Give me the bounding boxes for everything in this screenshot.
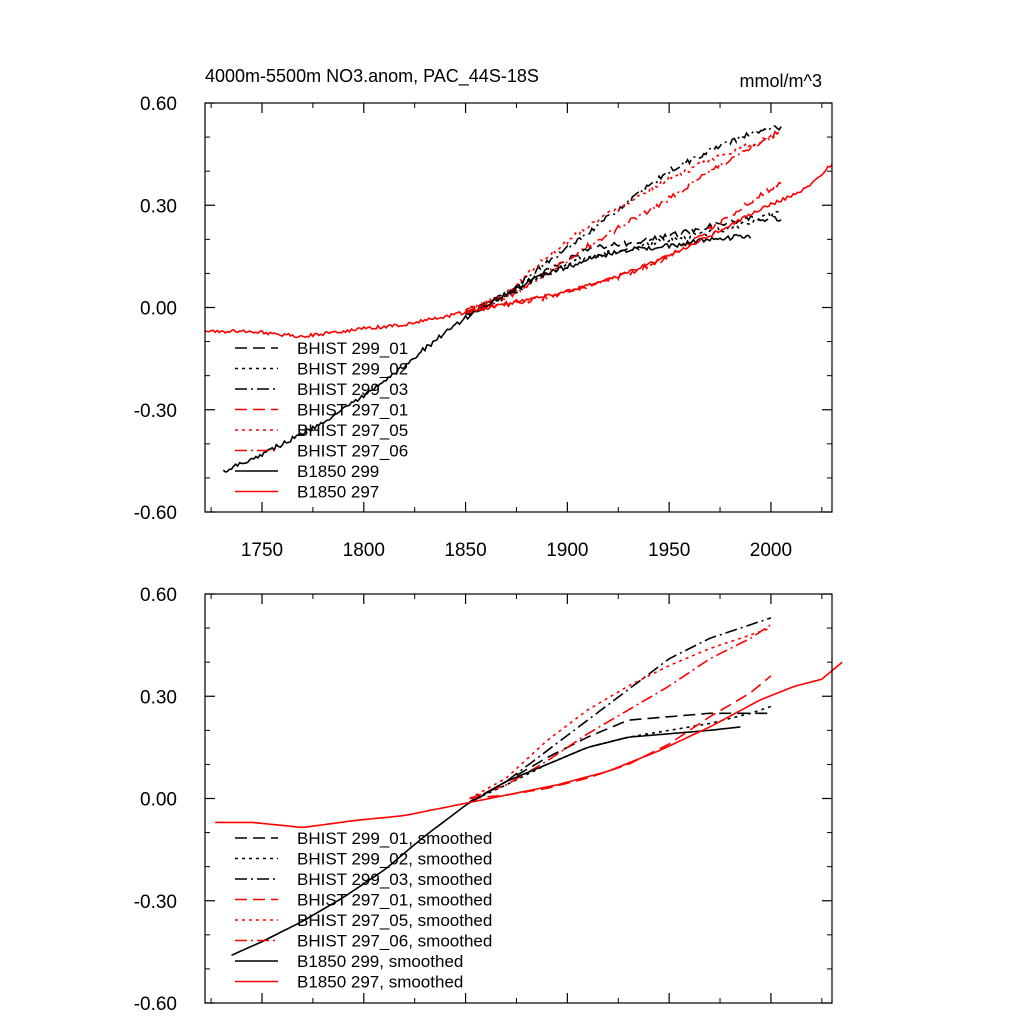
units-label: mmol/m^3: [740, 71, 822, 91]
series-line-b1850-297: [204, 164, 833, 339]
legend-label: BHIST 297_01: [297, 401, 408, 420]
series-line-bhist-299-02-smoothed: [469, 705, 772, 803]
series-line-bhist-299-01: [464, 215, 782, 316]
series-line-b1850-299-smoothed: [231, 726, 741, 957]
x-tick-label: 1900: [546, 540, 588, 561]
series-group: [204, 125, 833, 473]
legend: BHIST 299_01, smoothed BHIST 299_02, smoo…: [235, 829, 492, 992]
series-line-bhist-299-02: [465, 209, 782, 316]
legend-label: BHIST 297_06, smoothed: [297, 932, 492, 951]
legend-label: B1850 297, smoothed: [297, 973, 463, 992]
x-tick-label: 1750: [241, 540, 283, 561]
y-tick-label: 0.60: [140, 585, 177, 606]
series-line-b1850-297-smoothed: [215, 661, 843, 829]
x-tick-label: 2000: [750, 540, 792, 561]
x-tick-label: 1950: [648, 540, 690, 561]
series-line-bhist-299-03: [465, 125, 782, 315]
series-line-bhist-299-01-smoothed: [469, 712, 771, 803]
legend-label: BHIST 297_05, smoothed: [297, 911, 492, 930]
legend-label: B1850 297: [297, 483, 379, 502]
legend-label: B1850 299: [297, 462, 379, 481]
y-tick-label: 0.00: [140, 299, 177, 320]
legend-label: BHIST 299_03, smoothed: [297, 870, 492, 889]
x-tick-label: 1800: [343, 540, 385, 561]
series-line-bhist-299-03-smoothed: [469, 617, 772, 803]
y-tick-label: -0.30: [134, 401, 177, 422]
legend-label: BHIST 299_01: [297, 339, 408, 358]
legend-label: BHIST 299_01, smoothed: [297, 829, 492, 848]
series-line-bhist-297-05: [465, 130, 782, 312]
bottom-panel: -0.60 -0.30 0.00 0.30 0.60 BHIST 299_01, smoo…: [134, 585, 843, 1015]
y-tick-label: 0.60: [140, 94, 177, 115]
chart-title: 4000m-5500m NO3.anom, PAC_44S-18S: [205, 66, 539, 87]
series-line-b1850-299: [222, 233, 752, 473]
legend-label: BHIST 299_03: [297, 380, 408, 399]
legend-label: BHIST 297_05: [297, 421, 408, 440]
y-tick-label: 0.30: [140, 687, 177, 708]
legend-label: BHIST 297_06: [297, 442, 408, 461]
x-tick-label: 1850: [444, 540, 486, 561]
y-tick-label: 0.00: [140, 790, 177, 811]
series-line-bhist-297-06: [465, 130, 782, 311]
legend-label: B1850 299, smoothed: [297, 952, 463, 971]
series-line-bhist-297-05-smoothed: [469, 627, 772, 800]
legend-label: BHIST 297_01, smoothed: [297, 891, 492, 910]
series-group: [215, 617, 843, 957]
y-tick-label: 0.30: [140, 196, 177, 217]
y-tick-label: -0.30: [134, 892, 177, 913]
top-panel: -0.60 -0.30 0.00 0.30 0.60 1750 1800 1850 1900 19…: [134, 66, 833, 561]
series-line-bhist-297-06-smoothed: [469, 624, 772, 800]
y-tick-label: -0.60: [134, 503, 177, 524]
y-tick-label: -0.60: [134, 994, 177, 1015]
series-line-bhist-297-01: [464, 181, 782, 314]
legend-label: BHIST 299_02, smoothed: [297, 850, 492, 869]
legend-label: BHIST 299_02: [297, 360, 408, 379]
